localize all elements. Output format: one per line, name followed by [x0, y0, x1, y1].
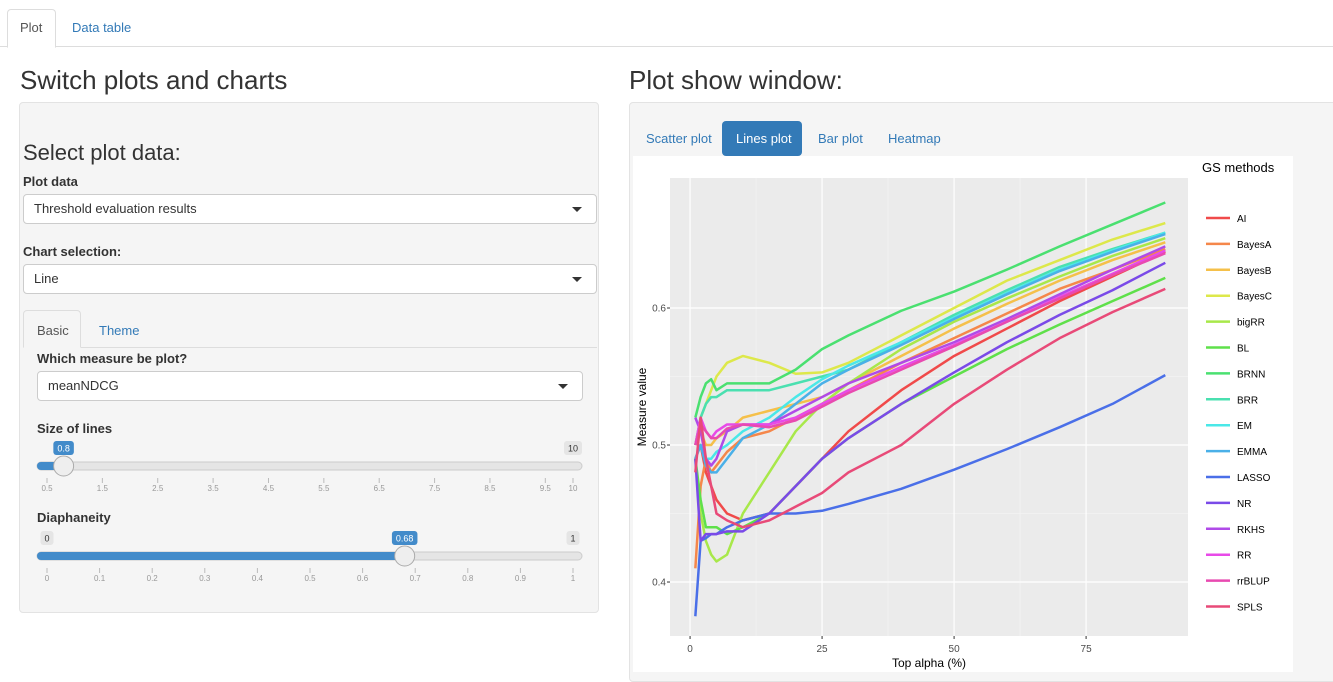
- line-series: [694, 201, 1166, 418]
- tab-plot[interactable]: [7, 9, 56, 48]
- line-series: [694, 374, 1166, 617]
- x-tick-label: 75: [1081, 644, 1093, 655]
- measure-label: Which measure be plot?: [37, 351, 188, 366]
- line-series: [694, 231, 1166, 446]
- subtab-theme[interactable]: Theme: [99, 323, 140, 338]
- y-tick-label: 0.4: [652, 578, 666, 589]
- plot-data-select[interactable]: Threshold evaluation results: [23, 194, 597, 224]
- chart-selection-select[interactable]: Line: [23, 264, 597, 294]
- line-series: [694, 232, 1166, 474]
- pill-bar[interactable]: Bar plot: [818, 131, 863, 146]
- line-series: [694, 236, 1166, 563]
- legend-label: BRR: [1237, 395, 1258, 406]
- measure-select[interactable]: meanNDCG: [37, 371, 583, 401]
- line-series: [694, 261, 1166, 543]
- pill-lines[interactable]: Lines plot: [736, 131, 792, 146]
- tab-plot-label[interactable]: Plot: [20, 20, 43, 35]
- legend-label: RR: [1237, 551, 1251, 562]
- right-title: Plot show window:: [629, 65, 843, 95]
- line-series: [694, 287, 1166, 529]
- subtab-basic[interactable]: [23, 310, 81, 348]
- legend-label: SPLS: [1237, 603, 1263, 614]
- x-tick-label: 50: [949, 644, 961, 655]
- subtab-bar: [23, 347, 597, 348]
- legend-label: NR: [1237, 499, 1251, 510]
- plot-panel-bg: [670, 178, 1188, 636]
- y-axis-label: Measure value: [635, 367, 649, 446]
- legend-label: rrBLUP: [1237, 577, 1270, 588]
- tab-data-table[interactable]: Data table: [72, 20, 132, 35]
- subtab-basic-label[interactable]: Basic: [37, 323, 69, 338]
- line-series: [694, 231, 1166, 460]
- legend-label: EMMA: [1237, 447, 1267, 458]
- alpha-label: Diaphaneity: [37, 510, 111, 525]
- y-tick-label: 0.5: [652, 441, 666, 452]
- legend-label: BayesC: [1237, 292, 1272, 303]
- x-tick-label: 0: [687, 644, 693, 655]
- legend-label: RKHS: [1237, 525, 1265, 536]
- plot-data-label: Plot data: [23, 174, 78, 189]
- pill-heatmap[interactable]: Heatmap: [888, 131, 941, 146]
- line-series: [694, 252, 1166, 446]
- legend-label: BRNN: [1237, 369, 1265, 380]
- legend-label: BL: [1237, 344, 1250, 355]
- side-panel: [19, 102, 599, 613]
- chart-selection-label: Chart selection:: [23, 244, 122, 259]
- left-title: Switch plots and charts: [20, 65, 288, 95]
- pill-scatter[interactable]: Scatter plot: [646, 131, 712, 146]
- top-tabs: Plot Data table: [0, 0, 1333, 48]
- x-tick-label: 25: [817, 644, 829, 655]
- legend-label: BayesB: [1237, 266, 1272, 277]
- chart: 0 25 50 75 0.4 0.5 0.6 Top alpha (%) Measure val…: [633, 156, 1293, 672]
- line-series: [694, 221, 1166, 446]
- panel-title: Select plot data:: [23, 140, 181, 165]
- legend-label: EM: [1237, 421, 1252, 432]
- legend-label: LASSO: [1237, 473, 1271, 484]
- y-tick-label: 0.6: [652, 304, 666, 315]
- line-series: [694, 245, 1166, 467]
- legend-label: BayesA: [1237, 240, 1272, 251]
- legend-title: GS methods: [1202, 160, 1275, 175]
- x-axis-label: Top alpha (%): [892, 656, 966, 670]
- size-label: Size of lines: [37, 421, 113, 436]
- pill-active[interactable]: [722, 121, 802, 156]
- legend-label: bigRR: [1237, 318, 1265, 329]
- legend-label: AI: [1237, 214, 1246, 225]
